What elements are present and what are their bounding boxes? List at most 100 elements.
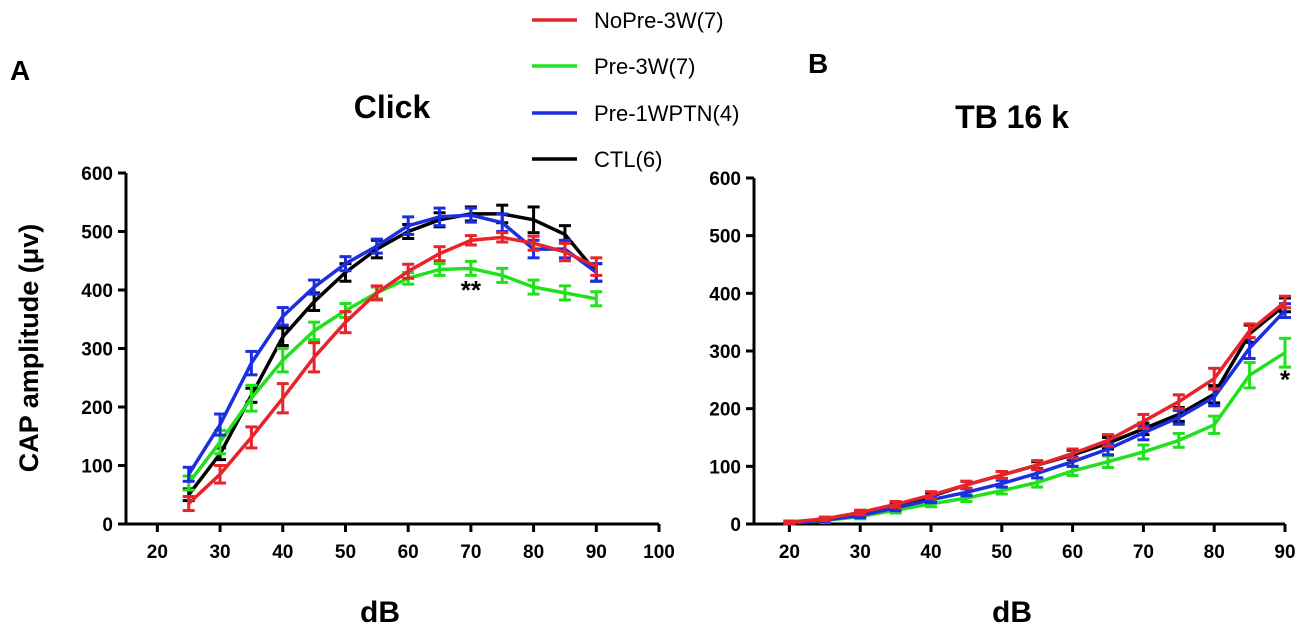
error-bar-b-nopre-3w-7-30	[854, 508, 867, 517]
error-bar-a-pre-3w-7-65	[433, 262, 446, 277]
error-bar-b-nopre-3w-7-25	[818, 515, 831, 523]
legend-item-pre-1wptn: Pre-1WPTN(4)	[532, 101, 739, 126]
legend-label-pre-1wptn: Pre-1WPTN(4)	[594, 101, 739, 126]
error-bar-a-nopre-3w-7-75	[496, 231, 509, 244]
legend-label-nopre-3w: NoPre-3W(7)	[594, 8, 724, 33]
y-tick-label-a-200: 200	[81, 398, 113, 419]
legend-item-ctl: CTL(6)	[532, 147, 662, 172]
error-bar-b-nopre-3w-7-60	[1066, 447, 1079, 460]
error-bar-a-nopre-3w-7-80	[527, 234, 540, 252]
error-bar-b-pre-1wptn-4-75	[1172, 408, 1185, 426]
series-line-b-ctl-6	[789, 303, 1287, 525]
series-line-b-nopre-3w-7	[789, 300, 1287, 525]
error-bar-a-pre-1wptn-4-60	[402, 215, 415, 236]
error-bar-a-pre-3w-7-70	[464, 259, 477, 277]
error-bar-a-pre-3w-7-40	[276, 347, 289, 374]
x-tick-label-b-40: 40	[920, 542, 941, 563]
error-bar-a-nopre-3w-7-35	[245, 425, 258, 450]
series-b-pre-1wptn-4	[783, 302, 1291, 526]
error-bar-b-pre-1wptn-4-50	[995, 478, 1008, 489]
x-tick-label-b-70: 70	[1133, 542, 1154, 563]
x-tick-label-a-40: 40	[272, 542, 293, 563]
series-line-a-ctl-6	[187, 212, 598, 496]
error-bar-b-nopre-3w-7-55	[1031, 459, 1044, 472]
y-tick-label-b-500: 500	[709, 227, 741, 248]
chart-title-tb16k: TB 16 k	[955, 99, 1069, 135]
legend-item-nopre-3w: NoPre-3W(7)	[532, 8, 724, 33]
error-bar-b-nopre-3w-7-20	[783, 519, 796, 525]
x-tick-label-a-60: 60	[398, 542, 419, 563]
error-bar-a-nopre-3w-7-25	[182, 495, 195, 513]
error-bar-a-pre-1wptn-4-35	[245, 349, 258, 377]
x-tick-label-a-50: 50	[335, 542, 356, 563]
y-tick-label-b-100: 100	[709, 457, 741, 478]
error-bar-b-pre-3w-7-85	[1243, 361, 1256, 390]
series-b-ctl-6	[783, 296, 1291, 525]
error-bar-a-ctl-6-80	[527, 205, 540, 235]
error-bar-a-pre-1wptn-4-45	[308, 278, 321, 296]
error-bar-a-ctl-6-40	[276, 326, 289, 348]
x-tick-label-b-20: 20	[779, 542, 800, 563]
y-tick-label-b-200: 200	[709, 400, 741, 421]
panel-label-a: A	[10, 55, 30, 86]
x-tick-label-a-90: 90	[586, 542, 607, 563]
legend-label-ctl: CTL(6)	[594, 147, 662, 172]
error-bar-b-pre-3w-7-75	[1172, 431, 1185, 449]
error-bar-a-pre-1wptn-4-55	[370, 237, 383, 255]
error-bar-a-pre-3w-7-80	[527, 278, 540, 296]
x-tick-label-b-30: 30	[850, 542, 871, 563]
error-bar-a-nopre-3w-7-60	[402, 262, 415, 280]
y-tick-label-a-600: 600	[81, 164, 113, 185]
y-tick-label-b-400: 400	[709, 284, 741, 305]
error-bar-a-pre-1wptn-4-40	[276, 306, 289, 327]
error-bar-b-nopre-3w-7-70	[1137, 412, 1150, 430]
legend-item-pre-3w: Pre-3W(7)	[532, 54, 695, 79]
error-bar-b-nopre-3w-7-45	[960, 479, 973, 490]
series-b-pre-3w-7	[783, 336, 1291, 526]
error-bar-a-pre-3w-7-90	[590, 290, 603, 308]
significance-annotation-b: *	[1280, 364, 1291, 394]
error-bar-a-pre-3w-7-35	[245, 383, 258, 413]
y-tick-label-a-400: 400	[81, 281, 113, 302]
error-bar-a-nopre-3w-7-55	[370, 284, 383, 302]
error-bar-a-nopre-3w-7-70	[464, 234, 477, 247]
x-tick-label-b-80: 80	[1204, 542, 1225, 563]
x-tick-label-a-80: 80	[523, 542, 544, 563]
x-tick-label-a-100: 100	[643, 542, 675, 563]
y-tick-label-b-300: 300	[709, 342, 741, 363]
x-tick-label-a-20: 20	[147, 542, 168, 563]
significance-annotation-a: **	[461, 275, 482, 305]
error-bar-b-nopre-3w-7-40	[925, 490, 937, 501]
error-bar-a-pre-1wptn-4-25	[182, 465, 195, 483]
error-bar-b-nopre-3w-7-75	[1172, 393, 1185, 411]
series-line-b-pre-3w-7	[789, 351, 1286, 525]
error-bar-a-pre-3w-7-75	[496, 266, 509, 284]
legend-label-pre-3w: Pre-3W(7)	[594, 54, 695, 79]
error-bar-a-pre-3w-7-85	[558, 284, 571, 302]
plot-tb16k: 0 100 200 300 400 500 600 20 30 40 50 60 70 80 90 *	[709, 169, 1295, 563]
chart-title-click: Click	[354, 89, 431, 125]
y-tick-label-a-300: 300	[81, 340, 113, 361]
x-tick-label-a-70: 70	[460, 542, 481, 563]
series-a-nopre-3w-7	[182, 231, 603, 513]
series-line-a-pre-3w-7	[187, 266, 597, 485]
y-tick-label-a-500: 500	[81, 223, 113, 244]
error-bar-b-pre-3w-7-80	[1208, 414, 1221, 435]
x-axis-label-a: dB	[360, 596, 400, 629]
error-bar-a-nopre-3w-7-90	[590, 256, 603, 277]
y-axis-label-a: CAP amplitude (μv)	[14, 224, 44, 473]
series-b-nopre-3w-7	[783, 294, 1291, 525]
error-bar-b-nopre-3w-7-80	[1208, 366, 1221, 391]
error-bar-b-pre-3w-7-90	[1279, 336, 1291, 369]
error-bar-b-nopre-3w-7-90	[1279, 294, 1291, 310]
error-bar-a-nopre-3w-7-30	[214, 464, 227, 485]
error-bar-b-nopre-3w-7-65	[1102, 433, 1114, 448]
series-line-a-nopre-3w-7	[187, 235, 598, 505]
error-bar-a-nopre-3w-7-40	[276, 382, 289, 415]
error-bar-a-pre-1wptn-4-50	[339, 255, 352, 273]
error-bar-a-pre-1wptn-4-70	[464, 206, 477, 224]
error-bar-a-pre-1wptn-4-65	[433, 206, 446, 228]
x-tick-label-b-50: 50	[991, 542, 1012, 563]
x-axis-label-b: dB	[992, 596, 1032, 629]
